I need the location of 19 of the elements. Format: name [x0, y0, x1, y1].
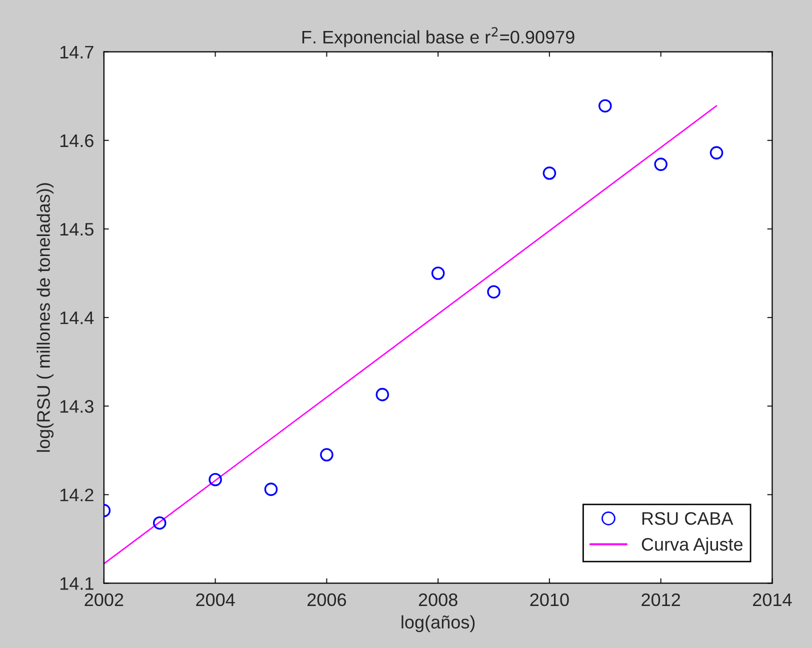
x-tick-label: 2002: [84, 593, 124, 606]
y-tick-label: 14.2: [60, 488, 94, 502]
x-axis-title: log(años): [402, 615, 475, 632]
y-tick-label: 14.3: [60, 400, 94, 413]
chart-title: F. Exponencial base e r$^{2}$=0.90979: [302, 27, 574, 48]
x-tick-label: 2014: [753, 593, 792, 606]
y-tick-label: 14.7: [60, 46, 94, 58]
x-tick-label: 2004: [196, 593, 235, 606]
x-tick-label: 2010: [530, 593, 569, 606]
y-axis-title: log(RSU ( millones de toneladas)): [36, 183, 54, 452]
y-tick-label: 14.6: [60, 134, 94, 148]
legend-label: RSU CABA: [642, 512, 734, 525]
y-tick-label: 14.4: [60, 312, 94, 324]
x-tick-label: 2006: [308, 593, 346, 606]
y-tick-label: 14.5: [60, 223, 94, 236]
x-tick-label: 2008: [418, 593, 458, 606]
legend-label: Curva Ajuste: [642, 537, 743, 554]
x-tick-label: 2012: [642, 593, 680, 606]
y-tick-label: 14.1: [60, 577, 94, 590]
